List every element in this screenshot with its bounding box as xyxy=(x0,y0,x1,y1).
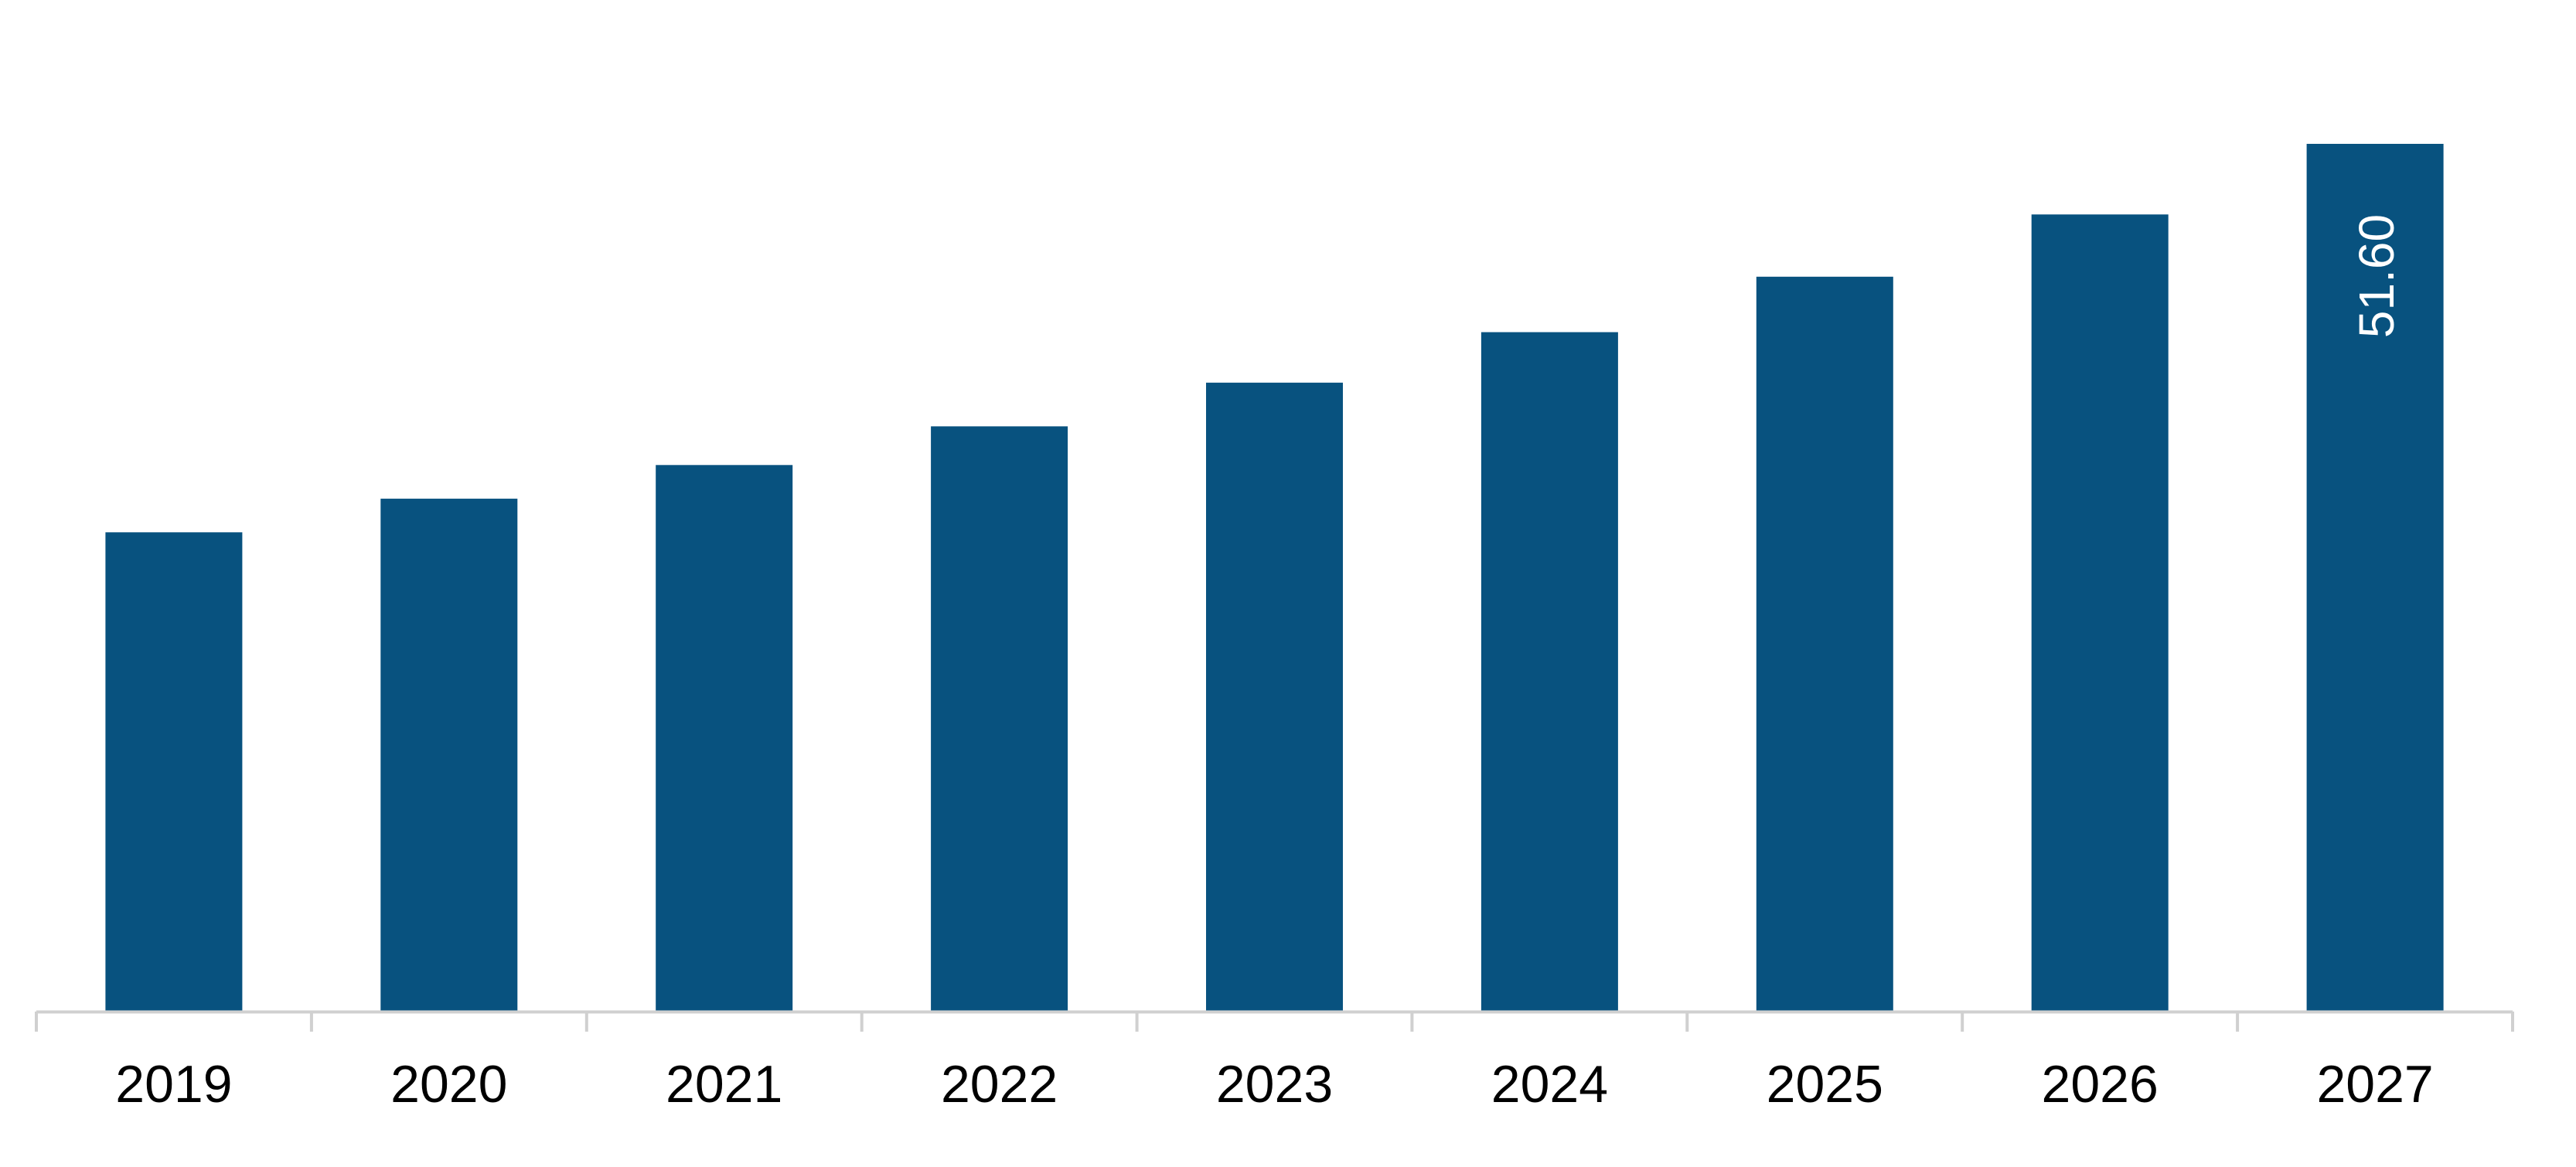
x-tick-label-2026: 2026 xyxy=(2042,1055,2159,1114)
x-axis xyxy=(35,1010,2514,1032)
bar-2024 xyxy=(1481,332,1618,1012)
bar-2021 xyxy=(656,465,793,1012)
bar-2027 xyxy=(2306,144,2444,1012)
bar-2025 xyxy=(1756,276,1893,1012)
data-label-2027: 51.60 xyxy=(2349,214,2404,338)
x-tick-label-2023: 2023 xyxy=(1216,1055,1333,1114)
x-tick-label-2024: 2024 xyxy=(1491,1055,1608,1114)
x-tick-label-2027: 2027 xyxy=(2316,1055,2433,1114)
bar-2022 xyxy=(931,426,1068,1012)
x-tick-label-2019: 2019 xyxy=(115,1055,232,1114)
x-tick-label-2020: 2020 xyxy=(390,1055,507,1114)
x-tick-label-2022: 2022 xyxy=(941,1055,1058,1114)
x-tick-label-2021: 2021 xyxy=(666,1055,782,1114)
x-tick-label-2025: 2025 xyxy=(1767,1055,1883,1114)
bars-layer xyxy=(105,144,2444,1012)
bar-2026 xyxy=(2031,214,2169,1012)
labels-layer: 2019 2020 2021 2022 2023 2024 2025 2026 2027 51.6… xyxy=(115,214,2433,1114)
bar-2020 xyxy=(380,498,518,1012)
bar-2023 xyxy=(1206,382,1343,1012)
bar-2019 xyxy=(105,532,243,1012)
